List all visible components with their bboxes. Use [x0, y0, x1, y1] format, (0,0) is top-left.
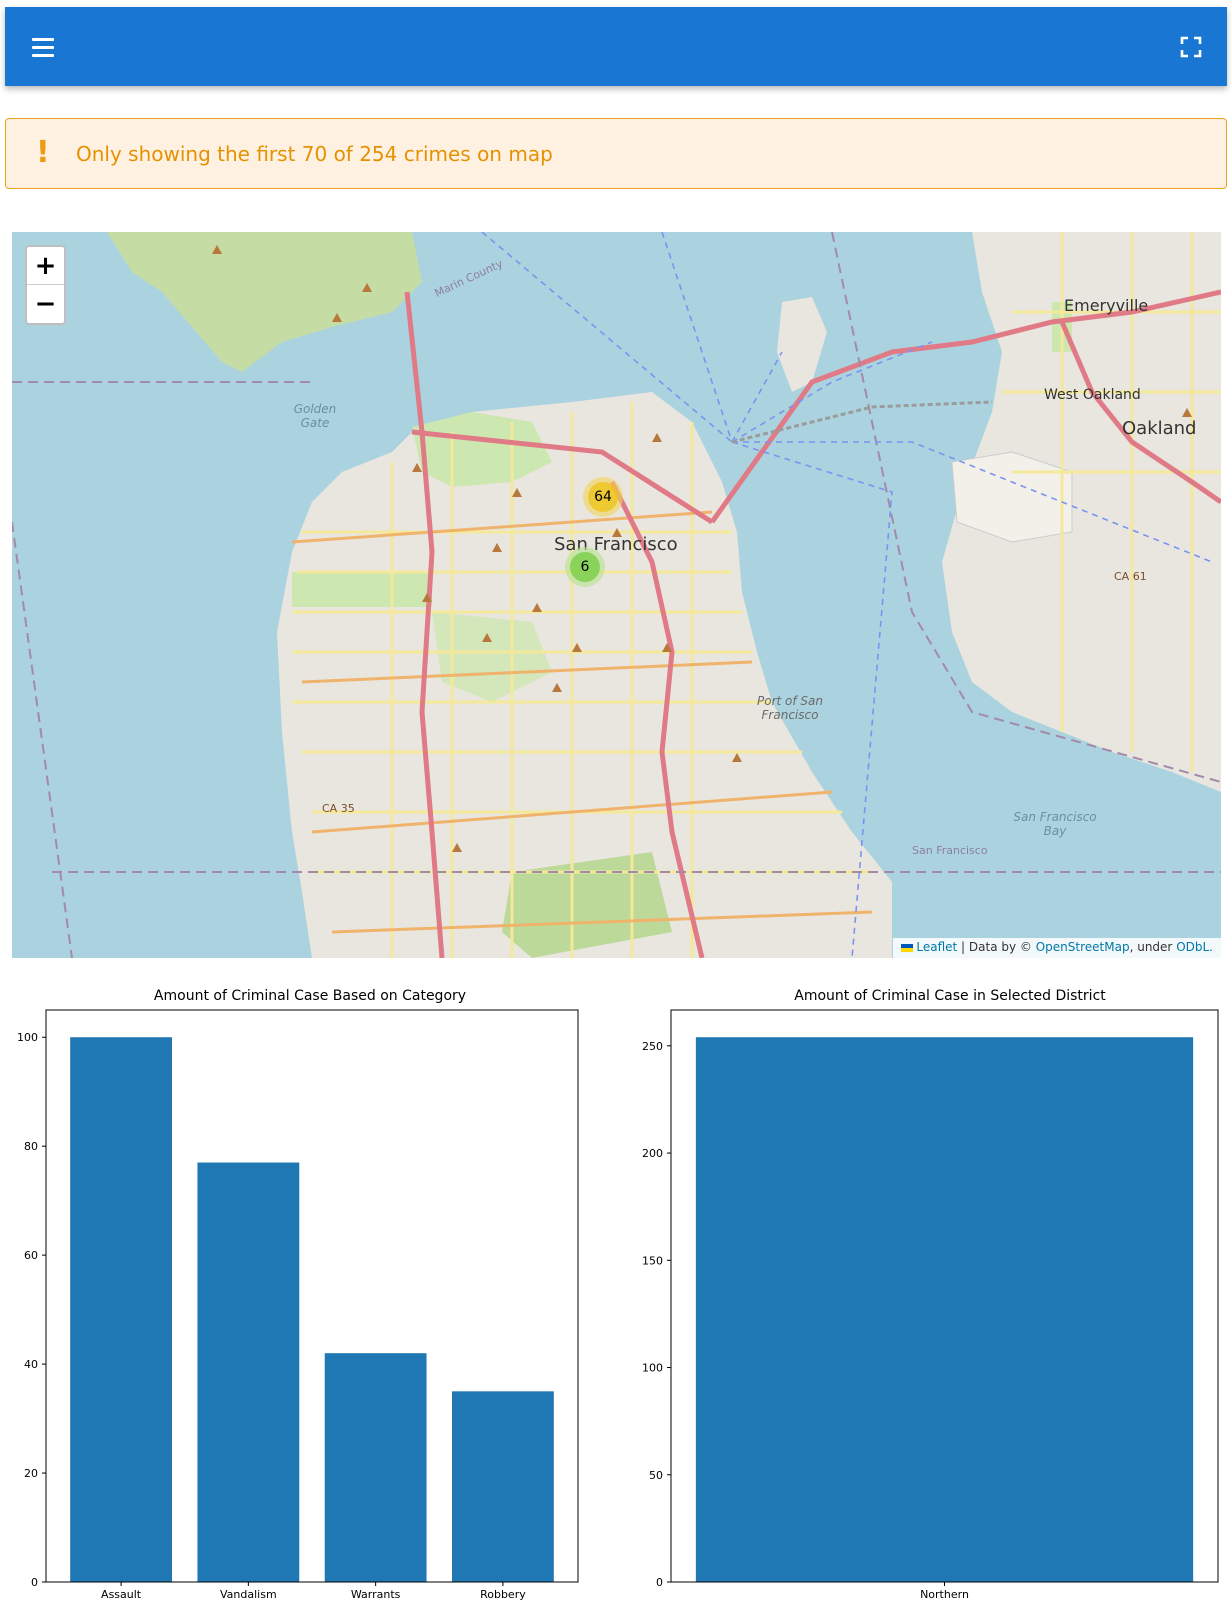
chart-bar [197, 1162, 300, 1582]
x-tick-label: Vandalism [220, 1588, 277, 1600]
warning-alert: ! Only showing the first 70 of 254 crime… [5, 118, 1227, 189]
y-tick-label: 20 [24, 1467, 38, 1480]
cluster-count: 64 [588, 482, 618, 512]
ca35-shield: CA 35 [322, 802, 355, 815]
y-tick-label: 150 [642, 1254, 663, 1267]
y-tick-label: 0 [656, 1576, 663, 1589]
chart-bar [324, 1353, 427, 1582]
category-bar-chart: Amount of Criminal Case Based on Categor… [0, 985, 600, 1601]
chart-bar [695, 1037, 1194, 1582]
x-tick-label: Warrants [351, 1588, 401, 1600]
bay-label: San Francisco Bay [1013, 810, 1097, 838]
y-tick-label: 50 [649, 1469, 663, 1482]
marker-cluster[interactable]: 64 [583, 477, 623, 517]
y-tick-label: 100 [17, 1031, 38, 1044]
cluster-count: 6 [570, 552, 600, 582]
oakland-label: Oakland [1122, 418, 1197, 439]
openstreetmap-link[interactable]: OpenStreetMap [1035, 940, 1130, 954]
y-tick-label: 80 [24, 1140, 38, 1153]
x-tick-label: Assault [101, 1588, 142, 1600]
fullscreen-icon[interactable] [1175, 31, 1207, 63]
hamburger-menu-icon[interactable] [23, 29, 61, 65]
marker-cluster[interactable]: 6 [565, 547, 605, 587]
crime-map[interactable]: CA 35 CA 61 San Francisco Emeryville Wes… [12, 232, 1221, 958]
y-tick-label: 250 [642, 1040, 663, 1053]
plot-frame [45, 1009, 579, 1583]
zoom-out-button[interactable]: − [34, 289, 57, 319]
y-tick-label: 200 [642, 1147, 663, 1160]
district-bar-chart: Amount of Criminal Case in Selected Dist… [620, 985, 1232, 1601]
ca61-shield: CA 61 [1114, 570, 1147, 583]
chart-bar [452, 1391, 554, 1582]
golden-gate-label: Golden Gate [293, 402, 337, 430]
emeryville-label: Emeryville [1064, 296, 1149, 315]
warning-icon: ! [36, 135, 50, 170]
y-tick-label: 40 [24, 1358, 38, 1371]
chart-bar [70, 1037, 172, 1582]
attribution-under: , under [1129, 940, 1173, 954]
alert-message: Only showing the first 70 of 254 crimes … [76, 142, 553, 166]
map-tiles: CA 35 CA 61 [12, 232, 1221, 958]
odbl-link[interactable]: ODbL. [1176, 940, 1213, 954]
app-bar [5, 7, 1227, 86]
leaflet-link[interactable]: Leaflet [916, 940, 958, 954]
map-attribution: Leaflet | Data by © OpenStreetMap, under… [893, 938, 1221, 958]
attribution-data-by: | Data by © [961, 940, 1032, 954]
y-tick-label: 60 [24, 1249, 38, 1262]
chart-title: Amount of Criminal Case in Selected Dist… [794, 988, 1106, 1004]
x-tick-label: Northern [920, 1588, 969, 1600]
west-oakland-label: West Oakland [1044, 387, 1141, 403]
ukraine-flag-icon [901, 943, 914, 952]
x-tick-label: Robbery [480, 1588, 526, 1600]
y-tick-label: 0 [31, 1576, 38, 1589]
zoom-control: + − [25, 245, 66, 325]
san-francisco-county-label: San Francisco [912, 844, 988, 857]
plot-frame [670, 1009, 1219, 1583]
zoom-in-button[interactable]: + [27, 247, 64, 285]
y-tick-label: 100 [642, 1362, 663, 1375]
chart-title: Amount of Criminal Case Based on Categor… [154, 988, 466, 1004]
port-label: Port of San Francisco [757, 694, 823, 722]
